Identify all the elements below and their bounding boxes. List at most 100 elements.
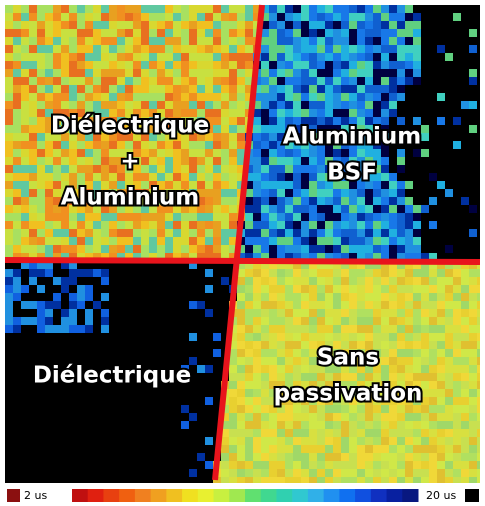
map-cell [373,173,381,181]
map-cell [85,165,93,173]
map-cell [269,389,277,397]
map-cell [405,325,413,333]
map-cell [77,437,85,445]
map-cell [5,325,13,333]
map-cell [213,245,221,253]
map-cell [309,309,317,317]
map-cell [445,245,453,253]
map-cell [245,413,253,421]
map-cell [357,37,365,45]
map-cell [269,157,277,165]
map-cell [237,405,245,413]
map-cell [381,93,389,101]
map-cell [437,437,445,445]
map-cell [317,253,325,261]
map-cell [277,69,285,77]
map-cell [469,389,477,397]
map-cell [397,61,405,69]
map-cell [357,221,365,229]
map-cell [85,445,93,453]
map-cell [181,269,189,277]
map-cell [21,93,29,101]
map-cell [21,317,29,325]
map-cell [205,245,213,253]
map-cell [133,397,141,405]
map-cell [453,461,461,469]
map-cell [437,293,445,301]
map-cell [69,37,77,45]
map-cell [61,13,69,21]
map-cell [301,237,309,245]
map-cell [437,221,445,229]
map-cell [133,269,141,277]
map-cell [469,45,477,53]
map-cell [469,85,477,93]
map-cell [93,269,101,277]
map-cell [53,29,61,37]
map-cell [141,221,149,229]
colorbar-swatch [370,489,388,502]
map-cell [229,357,237,365]
map-cell [445,21,453,29]
map-cell [229,117,237,125]
map-cell [109,141,117,149]
map-cell [405,301,413,309]
map-cell [173,69,181,77]
map-cell [253,445,261,453]
map-cell [85,301,93,309]
map-cell [365,277,373,285]
map-cell [157,293,165,301]
map-cell [61,309,69,317]
map-cell [421,53,429,61]
map-cell [293,477,301,483]
map-cell [45,197,53,205]
map-cell [285,221,293,229]
map-cell [413,373,421,381]
map-cell [21,477,29,483]
map-cell [205,29,213,37]
map-cell [21,69,29,77]
map-cell [477,45,480,53]
colorbar-swatch [402,489,419,502]
map-cell [53,309,61,317]
map-cell [333,157,341,165]
map-cell [165,317,173,325]
map-cell [245,173,253,181]
map-cell [117,229,125,237]
map-cell [77,229,85,237]
map-cell [13,477,21,483]
map-cell [477,109,480,117]
map-cell [29,93,37,101]
map-cell [389,325,397,333]
map-cell [373,405,381,413]
map-cell [333,77,341,85]
map-cell [69,309,77,317]
map-cell [69,461,77,469]
map-cell [325,5,333,13]
map-cell [61,453,69,461]
map-cell [85,341,93,349]
map-cell [13,237,21,245]
map-cell [13,349,21,357]
map-cell [109,317,117,325]
map-cell [229,149,237,157]
map-cell [125,317,133,325]
map-cell [413,341,421,349]
map-cell [413,381,421,389]
map-cell [461,45,469,53]
map-cell [213,277,221,285]
map-cell [173,333,181,341]
map-cell [349,253,357,261]
map-cell [285,133,293,141]
map-cell [477,261,480,269]
map-cell [69,277,77,285]
map-cell [365,405,373,413]
map-cell [61,421,69,429]
map-cell [317,341,325,349]
map-cell [125,13,133,21]
map-cell [189,325,197,333]
map-cell [157,253,165,261]
map-cell [37,141,45,149]
map-cell [53,165,61,173]
map-cell [141,285,149,293]
